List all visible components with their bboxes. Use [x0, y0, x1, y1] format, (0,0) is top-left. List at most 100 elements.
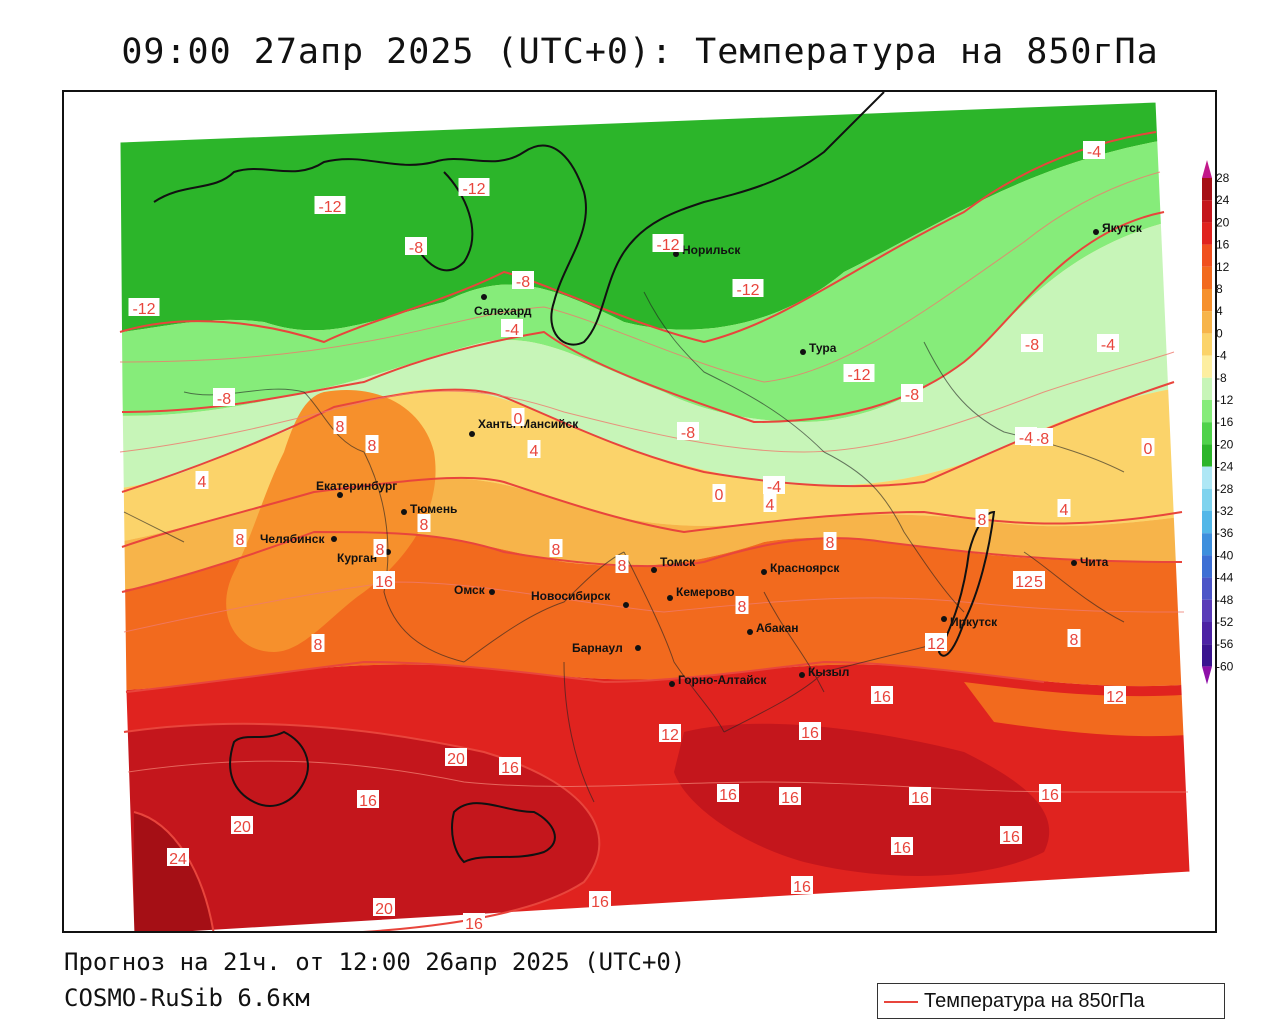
colorbar-tick-label: 28 [1216, 171, 1230, 185]
colorbar-segment [1202, 622, 1212, 645]
colorbar-tick-label: -24 [1216, 460, 1234, 474]
contour-label-bg [891, 837, 913, 855]
city-label: Салехард [474, 304, 532, 318]
colorbar-bottom-arrow [1202, 666, 1212, 685]
city-norilsk[interactable]: Норильск [673, 243, 741, 257]
contour-label-bg [357, 790, 379, 808]
contour-label-bg [458, 178, 490, 196]
contour-label: -8 [409, 240, 423, 257]
colorbar-tick-label: 0 [1216, 326, 1223, 340]
contour-label-bg [549, 539, 563, 557]
city-label: Екатеринбург [316, 479, 397, 493]
contour-label: 8 [552, 542, 561, 559]
city-ekaterinburg[interactable]: Екатеринбург [316, 479, 397, 498]
contour-label: 8 [826, 535, 835, 552]
city-label: Тура [809, 341, 837, 355]
contour-label-bg [501, 319, 523, 337]
contour-label-bg [499, 757, 521, 775]
temperature-field [120, 102, 1190, 931]
contour-label-bg [677, 422, 699, 440]
city-barnaul[interactable]: Барнаул [572, 641, 641, 655]
city-label: Новосибирск [531, 589, 611, 603]
contour-label-bg [195, 471, 209, 489]
contour-label: 4 [198, 474, 207, 491]
isotherm-contours [119, 131, 1183, 931]
contour-label-bg [417, 514, 431, 532]
colorbar-top-arrow [1202, 160, 1212, 178]
contour-label-bg [463, 913, 485, 931]
colorbar-segment [1202, 333, 1212, 356]
city-kemerovo[interactable]: Кемерово [667, 585, 735, 601]
contour-label-bg [615, 555, 629, 573]
city-omsk[interactable]: Омск [454, 583, 495, 597]
contour-label-bg [1067, 629, 1081, 647]
contour-label-bg [1015, 427, 1037, 445]
contour-label-bg [975, 509, 989, 527]
contour-label: 8 [1070, 632, 1079, 649]
city-tura[interactable]: Тура [800, 341, 837, 355]
colorbar-tick-label: -8 [1216, 371, 1227, 385]
city-krasnoyarsk[interactable]: Красноярск [761, 561, 840, 575]
colorbar-tick-label: -48 [1216, 593, 1234, 607]
contour-label-bg [909, 787, 931, 805]
colorbar-tick-label: -36 [1216, 526, 1234, 540]
colorbar-tick-label: 16 [1216, 238, 1230, 252]
contour-label-bg [373, 571, 395, 589]
contour-label-bg [1013, 571, 1035, 589]
contour-label: 16 [893, 840, 911, 857]
contour-label-bg [652, 234, 684, 252]
city-label: Барнаул [572, 641, 623, 655]
contour-label-bg [311, 634, 325, 652]
contour-label-bg [799, 722, 821, 740]
city-label: Горно-Алтайск [678, 673, 767, 687]
city-chelyabinsk[interactable]: Челябинск [260, 532, 337, 546]
city-kyzyl[interactable]: Кызыл [799, 665, 849, 679]
contour-label-bg [213, 388, 235, 406]
contour-label-bg [1097, 334, 1119, 352]
colorbar-segment [1202, 178, 1212, 201]
colorbar-segment [1202, 289, 1212, 312]
contour-label-bg [1083, 141, 1105, 159]
contour-label-bg [732, 279, 764, 297]
cities-layer: Якутск Норильск Салехард Тура Ханты-Манс… [260, 221, 1143, 687]
contour-label: 12 [1015, 574, 1033, 591]
city-chita[interactable]: Чита [1071, 555, 1109, 569]
contour-label-bg [925, 633, 947, 651]
contour-label-bg [589, 891, 611, 909]
city-label: Ханты-Мансийск [478, 417, 579, 431]
contour-label: 8 [314, 637, 323, 654]
colorbar-tick-label: -32 [1216, 504, 1234, 518]
city-tyumen[interactable]: Тюмень [401, 502, 457, 516]
city-novosibirsk[interactable]: Новосибирск [531, 589, 629, 608]
contour-label: -8 [217, 391, 231, 408]
city-irkutsk[interactable]: Иркутск [941, 615, 998, 629]
contour-label: -8 [681, 425, 695, 442]
contour-label: 24 [169, 851, 187, 868]
contour-label-bg [1141, 438, 1155, 456]
contour-label-bg [1039, 784, 1061, 802]
contour-label: 8 [368, 438, 377, 455]
colorbar-segment [1202, 355, 1212, 378]
temperature-map: Якутск Норильск Салехард Тура Ханты-Манс… [62, 90, 1217, 933]
city-abakan[interactable]: Абакан [747, 621, 799, 635]
contour-label: -12 [656, 237, 679, 254]
city-salekhard[interactable]: Салехард [474, 294, 532, 318]
map-title: 09:00 27апр 2025 (UTC+0): Температура на… [121, 32, 1159, 72]
city-gorno-altaysk[interactable]: Горно-Алтайск [669, 673, 767, 687]
contour-label: 16 [501, 760, 519, 777]
city-khanty-mansiysk[interactable]: Ханты-Мансийск [469, 417, 579, 437]
contour-label-bg [128, 298, 160, 316]
city-label: Курган [337, 551, 377, 565]
city-yakutsk[interactable]: Якутск [1093, 221, 1143, 235]
city-label: Чита [1080, 555, 1109, 569]
city-tomsk[interactable]: Томск [651, 555, 696, 573]
contour-label: 16 [465, 916, 483, 933]
colorbar-segment [1202, 222, 1212, 245]
colorbar-svg: 28 24 20 16 12 8 4 0 -4 -8 -12 -16 -20 -24 -28 -32 -36 -4… [1202, 160, 1234, 685]
contour-label-bg [511, 408, 525, 426]
contour-label-bg [659, 724, 681, 742]
colorbar-segment [1202, 466, 1212, 489]
contour-label: 4 [766, 497, 775, 514]
contour-label: 16 [873, 689, 891, 706]
legend-line-swatch [884, 1001, 918, 1003]
